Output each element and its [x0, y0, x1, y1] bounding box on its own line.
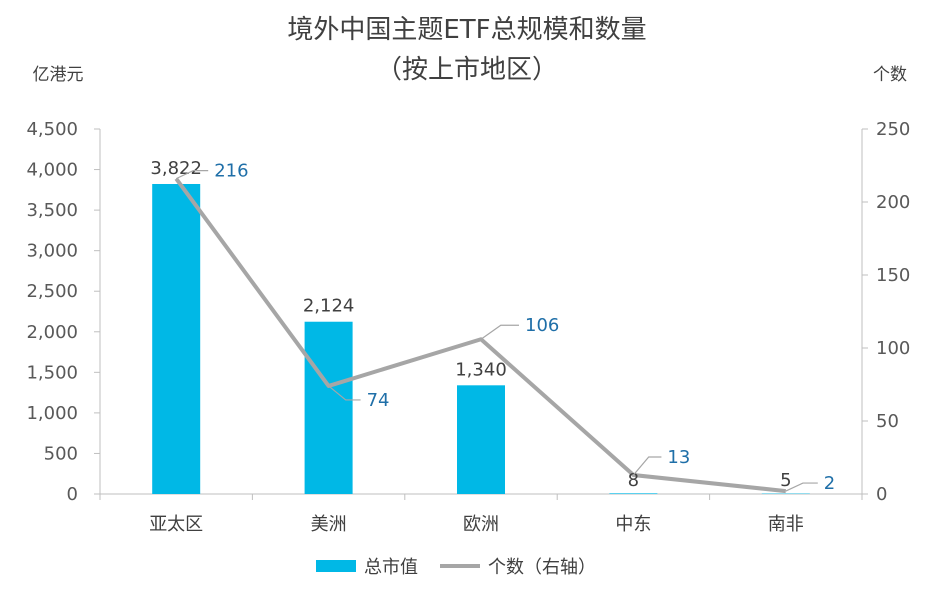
right-axis-tick-label: 0	[876, 484, 887, 505]
x-axis-category-label: 欧洲	[463, 514, 499, 535]
x-axis-category-label: 中东	[615, 514, 651, 535]
left-axis-tick-label: 1,000	[26, 403, 78, 424]
right-axis-tick-label: 100	[876, 338, 910, 359]
line-label-leader	[480, 324, 519, 340]
bar-value-label: 8	[628, 470, 639, 491]
line-label-leader	[785, 482, 818, 492]
bar-market-cap	[152, 183, 201, 494]
x-axis-category-label: 美洲	[311, 514, 347, 535]
line-label-leader	[632, 456, 662, 476]
left-axis-tick-label: 0	[67, 484, 78, 505]
data-labels: 3,822 2,124 1,340 8 5 216 74 106 13 2	[150, 158, 835, 494]
line-value-label: 2	[824, 473, 835, 494]
left-axis-tick-label: 2,500	[26, 281, 78, 302]
line-value-label: 13	[667, 447, 690, 468]
right-axis-tick-label: 50	[876, 411, 899, 432]
chart-subtitle: （按上市地区）	[376, 55, 558, 85]
legend: 总市值 个数（右轴）	[316, 557, 596, 578]
left-axis-tick-label: 500	[44, 443, 78, 464]
left-axis-tick-label: 1,500	[26, 362, 78, 383]
left-axis-tick-label: 3,000	[26, 241, 78, 262]
left-axis-tick-label: 4,500	[26, 119, 78, 140]
x-axis-category-label: 南非	[768, 514, 804, 535]
left-axis-unit: 亿港元	[33, 65, 84, 85]
bar-value-label: 5	[780, 470, 791, 491]
chart-title: 境外中国主题ETF总规模和数量	[287, 15, 646, 45]
bar-value-label: 1,340	[455, 359, 507, 380]
line-value-label: 74	[367, 390, 390, 411]
legend-label-market-cap: 总市值	[364, 557, 418, 578]
bar-value-label: 3,822	[150, 158, 202, 179]
line-label-leader	[175, 170, 209, 180]
left-axis-tick-label: 2,000	[26, 322, 78, 343]
x-axis-category-label: 亚太区	[149, 514, 203, 535]
bar-market-cap	[609, 493, 658, 494]
right-axis-tick-label: 200	[876, 192, 910, 213]
legend-swatch-market-cap	[316, 560, 356, 572]
bar-market-cap	[304, 321, 353, 494]
legend-label-count: 个数（右轴）	[488, 557, 596, 578]
bar-market-cap	[457, 385, 505, 494]
line-value-label: 216	[214, 161, 248, 182]
left-axis-tick-label: 4,000	[26, 160, 78, 181]
right-axis-tick-label: 150	[876, 265, 910, 286]
axes: 05001,0001,5002,0002,5003,0003,5004,0004…	[26, 119, 910, 535]
right-axis-unit: 个数	[873, 65, 907, 85]
right-axis-tick-label: 250	[876, 119, 910, 140]
left-axis-tick-label: 3,500	[26, 200, 78, 221]
bars-series	[152, 183, 810, 494]
line-value-label: 106	[525, 315, 559, 336]
bar-value-label: 2,124	[303, 296, 355, 317]
line-label-leader	[328, 385, 361, 401]
